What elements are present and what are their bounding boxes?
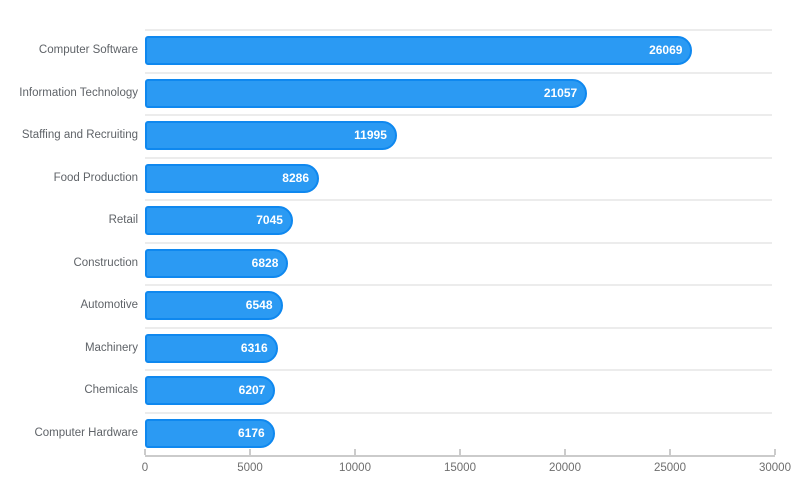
x-axis-tick-mark	[249, 449, 251, 455]
category-label: Staffing and Recruiting	[21, 129, 138, 141]
x-axis-tick-label: 25000	[654, 462, 686, 474]
x-axis-tick-mark	[144, 449, 146, 455]
value-label: 6548	[245, 298, 273, 312]
row-separator-gridline	[145, 199, 772, 201]
category-label: Computer Hardware	[34, 426, 138, 439]
x-axis-tick-mark	[774, 449, 776, 455]
value-label: 6316	[240, 340, 268, 355]
x-axis-tick-label: 10000	[339, 462, 371, 474]
row-separator-gridline	[145, 411, 772, 414]
x-axis-tick-label: 15000	[444, 462, 476, 474]
category-label: Computer Software	[38, 44, 138, 56]
row-separator-gridline	[145, 114, 772, 116]
bar[interactable]: 6207	[145, 376, 276, 405]
value-label: 7045	[256, 213, 283, 227]
bar[interactable]: 8286	[145, 163, 319, 193]
row-separator-gridline	[145, 241, 772, 244]
row-separator-gridline	[145, 369, 772, 371]
bar[interactable]: 6316	[145, 333, 278, 363]
value-label: 11995	[354, 128, 387, 142]
x-axis-tick-label: 30000	[759, 462, 791, 474]
row-separator-gridline	[145, 29, 772, 31]
row-separator-gridline	[145, 156, 772, 159]
bar[interactable]: 21057	[145, 78, 588, 108]
category-label: Machinery	[84, 341, 138, 354]
category-label: Chemicals	[84, 384, 138, 396]
value-label: 26069	[649, 43, 683, 57]
bar[interactable]: 6176	[145, 418, 275, 448]
category-label: Automotive	[80, 299, 138, 311]
row-separator-gridline	[145, 284, 772, 286]
value-label: 21057	[543, 85, 578, 100]
row-separator-gridline	[145, 71, 772, 74]
bar[interactable]: 6548	[145, 291, 283, 320]
x-axis-tick-mark	[564, 449, 566, 455]
value-label: 6828	[251, 255, 279, 270]
x-axis-tick-mark	[459, 449, 461, 455]
x-axis-tick-mark	[354, 449, 356, 455]
x-axis-line	[145, 455, 775, 457]
category-label: Retail	[108, 214, 138, 226]
x-axis-tick-label: 5000	[237, 462, 263, 474]
value-label: 6207	[238, 383, 266, 397]
x-axis-tick-label: 0	[141, 462, 149, 474]
x-axis-tick-mark	[669, 449, 671, 455]
category-label: Information Technology	[19, 86, 138, 99]
x-axis-tick-label: 20000	[549, 462, 581, 474]
value-label: 6176	[237, 425, 265, 440]
value-label: 8286	[282, 170, 309, 185]
category-label: Construction	[73, 256, 138, 269]
bar[interactable]: 26069	[145, 36, 693, 65]
bar[interactable]: 6828	[145, 248, 289, 278]
bar[interactable]: 7045	[145, 206, 293, 235]
row-separator-gridline	[145, 326, 772, 329]
category-label: Food Production	[53, 171, 138, 184]
bar[interactable]: 11995	[145, 121, 397, 150]
